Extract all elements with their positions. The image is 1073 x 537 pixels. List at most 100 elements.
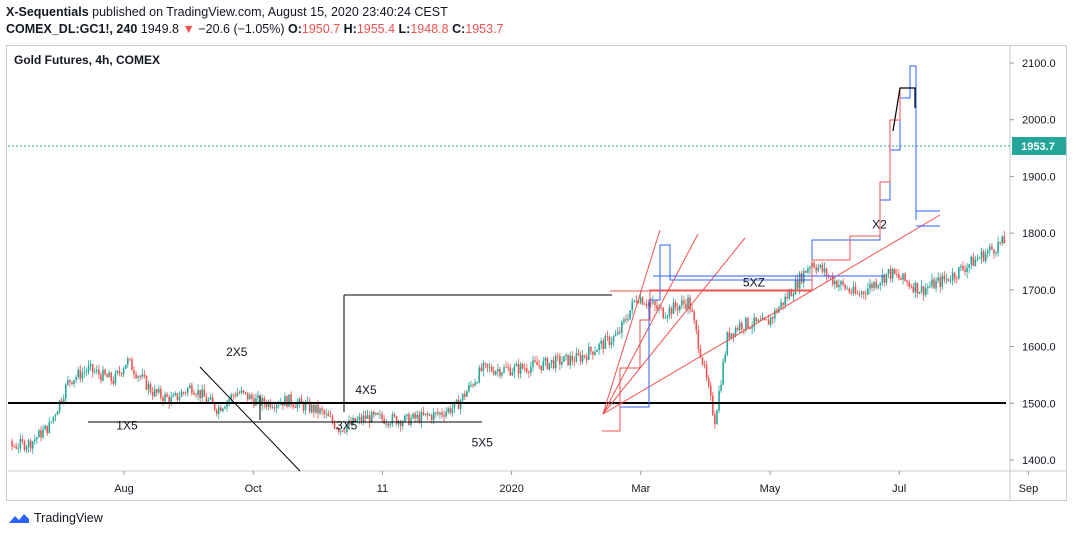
candle-body: [445, 411, 447, 417]
author-name[interactable]: X-Sequentials: [6, 5, 89, 19]
candle-body: [213, 402, 216, 410]
candle-body: [298, 398, 301, 403]
candle-body: [476, 382, 478, 384]
black-top-marker: [892, 87, 916, 132]
candle-body: [602, 340, 605, 349]
candle-body: [687, 297, 689, 309]
candle-body: [867, 288, 869, 295]
candle-body: [610, 342, 613, 345]
candle-body: [782, 302, 784, 306]
high-label: H:: [343, 22, 357, 36]
candle-body: [29, 440, 32, 449]
candle-body: [406, 414, 408, 416]
candle-body: [329, 416, 332, 417]
candle-body: [807, 268, 809, 273]
tradingview-brand[interactable]: TradingView: [34, 511, 103, 525]
candle-body: [168, 396, 170, 404]
candle-body: [650, 302, 652, 304]
candle-body: [25, 447, 28, 450]
candle-body: [933, 279, 935, 289]
candle-body: [321, 408, 323, 411]
y-tick-label: 2000.0: [1022, 115, 1056, 127]
candle-body: [282, 402, 284, 406]
candle-body: [561, 361, 563, 365]
candle-body: [393, 414, 396, 417]
candle-body: [935, 280, 937, 289]
candle-body: [846, 288, 848, 290]
candle-body: [404, 415, 406, 422]
candle-body: [517, 364, 520, 374]
candle-body: [470, 384, 472, 386]
candle-body: [69, 379, 71, 382]
candle-body: [604, 336, 607, 349]
candle-body: [681, 300, 683, 306]
candle-body: [269, 401, 272, 408]
candle-body: [641, 297, 644, 305]
candle-body: [974, 259, 977, 267]
candle-body: [23, 441, 26, 450]
candle-body: [449, 408, 452, 413]
candle-body: [612, 336, 615, 343]
candle-body: [505, 367, 507, 369]
candle-body: [170, 396, 173, 404]
candle-body: [691, 309, 693, 312]
tradingview-logo-icon: [9, 514, 29, 523]
candle-body: [718, 390, 720, 411]
candle-body: [83, 371, 86, 373]
close-label: C:: [452, 22, 466, 36]
high-value: 1955.4: [356, 22, 396, 36]
candle-body: [54, 415, 57, 417]
y-tick-label: 1400.0: [1022, 455, 1056, 467]
candle-body: [790, 291, 793, 297]
candle-body: [267, 401, 270, 407]
candle-body: [331, 416, 334, 423]
candle-body: [769, 317, 772, 325]
candle-body: [222, 408, 224, 412]
candle-body: [335, 428, 338, 430]
red-step-line: [602, 87, 915, 432]
candle-body: [637, 301, 640, 303]
candle-body: [614, 334, 617, 337]
candle-body: [73, 379, 75, 385]
candle-body: [592, 351, 594, 355]
candle-body: [428, 415, 431, 416]
candle-body: [991, 246, 993, 250]
candle-body: [943, 275, 946, 280]
ohlc-line: COMEX_DL:GC1!, 240 1949.8 ▼ −20.6 (−1.05…: [6, 21, 504, 38]
blue-step-line: [602, 65, 917, 432]
candle-body: [242, 390, 245, 393]
candle-body: [244, 392, 247, 393]
candle-body: [166, 394, 168, 397]
candle-body: [370, 411, 373, 423]
candle-body: [503, 367, 505, 373]
chart-frame[interactable]: [6, 45, 1067, 501]
annotation-label: 5XZ: [743, 275, 765, 289]
candle-body: [149, 383, 152, 393]
candle-body: [645, 304, 648, 306]
candle-body: [366, 415, 369, 419]
candle-body: [383, 418, 385, 424]
candle-body: [734, 328, 737, 337]
candle-body: [794, 280, 797, 295]
candle-body: [683, 300, 685, 304]
candle-body: [931, 279, 933, 287]
candle-body: [627, 319, 629, 321]
candle-body: [248, 394, 251, 400]
candle-body: [257, 395, 259, 398]
candle-body: [98, 369, 100, 375]
close-value: 1953.7: [465, 22, 504, 36]
annotation-label: 3X5: [336, 418, 358, 432]
candle-body: [62, 398, 65, 403]
candle-body: [980, 251, 983, 258]
candle-body: [813, 262, 815, 268]
candle-body: [546, 357, 549, 369]
candle-body: [178, 396, 181, 400]
candle-body: [542, 360, 545, 371]
red-trendline-4: [602, 229, 661, 415]
candle-body: [246, 392, 249, 400]
candle-body: [358, 416, 361, 420]
candle-body: [908, 282, 911, 287]
candle-body: [356, 419, 359, 423]
candle-body: [209, 397, 212, 400]
